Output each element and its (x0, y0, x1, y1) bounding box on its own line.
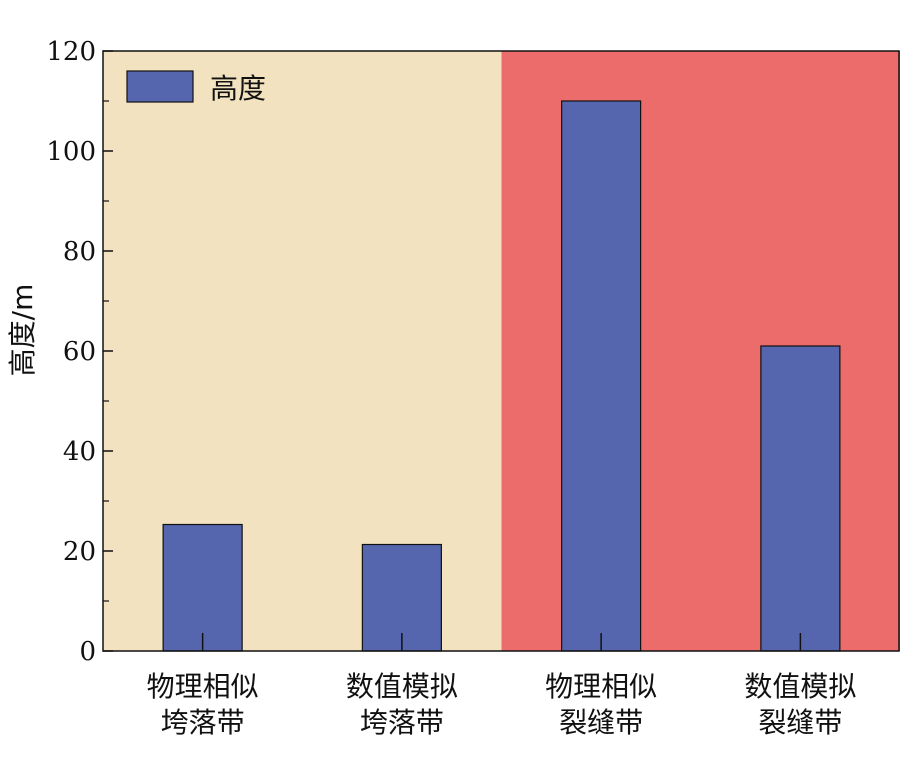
bar-2 (561, 100, 642, 652)
legend-swatch (126, 70, 194, 103)
y-tick-label: 40 (63, 437, 96, 467)
y-tick-label: 80 (63, 237, 96, 267)
y-tick-label: 100 (46, 137, 96, 167)
y-tick-label: 0 (79, 637, 96, 667)
y-axis-title: 高度/m (6, 284, 39, 377)
y-tick-label: 60 (63, 337, 96, 367)
y-tick-label: 120 (46, 37, 96, 67)
bar-3 (760, 345, 841, 652)
x-tick-label: 垮落带 (161, 706, 245, 739)
x-tick-label: 数值模拟 (744, 670, 856, 703)
x-tick-label: 物理相似 (545, 670, 657, 703)
x-tick-label: 物理相似 (147, 670, 259, 703)
y-axis: 0 20 40 60 80 100 120 (46, 37, 113, 667)
bars (162, 100, 841, 652)
legend-label: 高度 (210, 72, 266, 105)
x-tick-label: 数值模拟 (346, 670, 458, 703)
y-tick-label: 20 (63, 537, 96, 567)
bar-0 (162, 523, 243, 652)
x-tick-label: 裂缝带 (559, 706, 643, 739)
legend: 高度 (126, 70, 266, 105)
x-tick-label: 裂缝带 (758, 706, 842, 739)
x-tick-label: 垮落带 (360, 706, 444, 739)
